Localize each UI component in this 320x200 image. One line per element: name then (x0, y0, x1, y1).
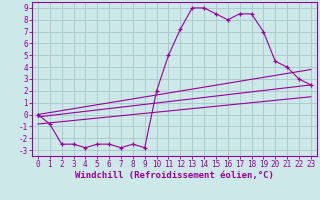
X-axis label: Windchill (Refroidissement éolien,°C): Windchill (Refroidissement éolien,°C) (75, 171, 274, 180)
